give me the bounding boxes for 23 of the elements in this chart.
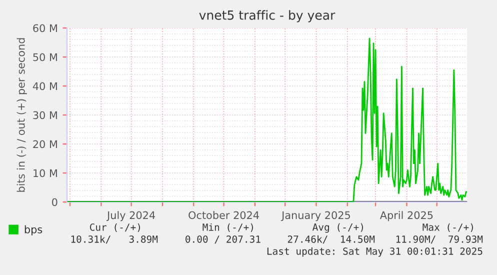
text: 10.31k/ 3.89M: [71, 235, 158, 244]
text: Cur (-/+): [90, 223, 140, 232]
text: 11.90M/ 79.93M: [396, 235, 483, 244]
y-tick-label: 60 M: [33, 24, 57, 32]
y-tick-label: 40 M: [32, 82, 57, 90]
text: Last update: Sat May 31 00:01:31 2025: [267, 247, 482, 257]
y-tick-label: 30 M: [33, 111, 57, 120]
y-tick-label: 50 M: [33, 53, 57, 62]
y-tick-label: 10 M: [34, 169, 57, 178]
legend-label: bps: [24, 225, 42, 236]
x-tick-label: April 2025: [380, 211, 433, 222]
text: 27.46k/ 14.50M: [288, 235, 375, 244]
text: Max (-/+): [422, 223, 473, 232]
x-tick-label: July 2024: [106, 211, 156, 222]
chart-title: vnet5 traffic - by year: [199, 10, 336, 22]
y-tick-label: 20 M: [33, 140, 57, 148]
y-tick-label: 0: [52, 198, 58, 206]
text: Avg (-/+): [312, 223, 363, 233]
text: 0.00 / 207.31: [186, 235, 260, 244]
x-tick-label: October 2024: [188, 211, 259, 220]
text: Min (-/+): [202, 223, 253, 232]
y-axis-title: bits in (-) / out (+) per second: [16, 38, 27, 192]
x-tick-label: January 2025: [281, 211, 350, 222]
